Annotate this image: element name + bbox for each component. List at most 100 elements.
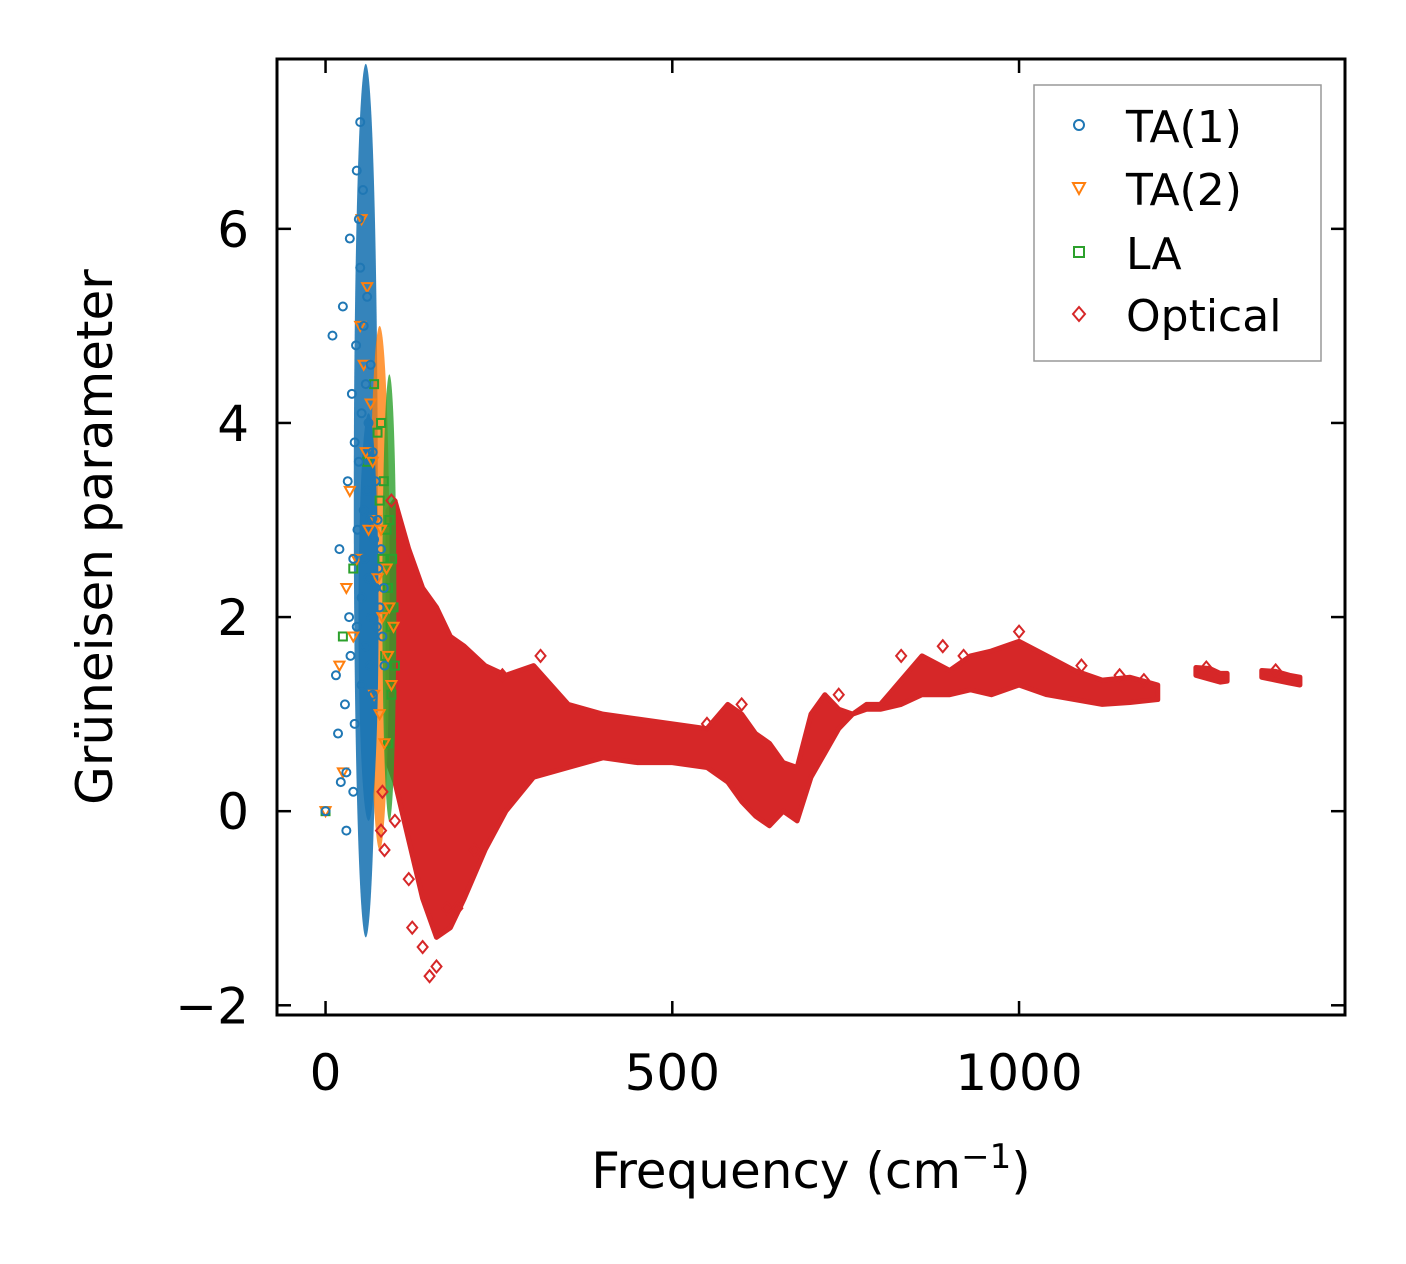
ta1-point <box>351 621 362 632</box>
optical-point <box>735 696 748 712</box>
ta1-point <box>341 767 352 778</box>
optical-point <box>957 648 970 664</box>
ta1-point <box>349 718 360 729</box>
x-tick-label: 1000 <box>955 1044 1082 1102</box>
optical-point <box>423 968 436 984</box>
ta1-point <box>351 340 362 351</box>
legend-entry: TA(1) <box>1073 102 1242 153</box>
legend-box <box>1033 84 1322 362</box>
ta1-point <box>335 777 346 788</box>
ta2-point <box>350 553 364 566</box>
y-tick-label: 4 <box>217 395 249 453</box>
optical-band <box>385 498 1161 940</box>
la-point <box>384 515 395 526</box>
optical-point <box>1012 624 1026 640</box>
optical-band-segment <box>1259 667 1303 688</box>
legend-entry: Optical <box>1071 291 1281 342</box>
optical-point <box>385 493 398 509</box>
ta1-point <box>372 515 383 526</box>
legend-label: TA(2) <box>1125 165 1242 216</box>
ta1-point <box>333 728 344 739</box>
optical-point <box>468 842 481 858</box>
ta1-point <box>353 456 364 467</box>
la-point <box>389 660 400 671</box>
ta2-point <box>366 456 380 469</box>
ta1-point <box>352 524 363 535</box>
data-markers <box>318 117 1282 984</box>
optical-point <box>1199 659 1213 676</box>
la-point <box>374 495 385 506</box>
ta1-point <box>379 660 390 671</box>
optical-point <box>405 920 419 936</box>
optical-point <box>832 687 846 703</box>
axes-frame <box>275 57 1347 1017</box>
ta2-point <box>361 524 376 537</box>
ta1-point <box>358 505 369 516</box>
ta2-point <box>384 680 399 693</box>
legend-marker <box>1071 305 1087 323</box>
la-point <box>387 553 398 564</box>
ta1-point <box>349 437 360 448</box>
ta1-point <box>378 582 389 593</box>
optical-point <box>374 823 388 839</box>
x-tick-label: 500 <box>625 1044 720 1102</box>
ta1-point <box>341 825 352 836</box>
y-tick-label: −2 <box>175 977 249 1035</box>
ta1-point <box>345 650 356 661</box>
ta2-point <box>339 582 354 596</box>
la-point <box>377 553 388 564</box>
la-point <box>337 631 348 642</box>
ta2-point <box>363 398 378 411</box>
ta1-point <box>363 417 374 428</box>
y-axis-label: Grüneisen parameter <box>66 269 124 805</box>
optical-point <box>440 900 454 916</box>
ta2-point <box>374 524 388 537</box>
y-tick-label: 2 <box>217 589 249 647</box>
ta1-point <box>367 689 378 700</box>
ta1-point <box>353 214 364 225</box>
legend-label: LA <box>1126 229 1182 280</box>
legend-entry: TA(2) <box>1071 165 1242 216</box>
optical-point <box>402 871 416 887</box>
ta1-point <box>337 301 348 312</box>
optical-point <box>534 648 547 664</box>
legend-marker <box>1073 246 1085 258</box>
ta1-point <box>362 485 373 496</box>
ta1-point <box>356 408 367 419</box>
la-point <box>348 563 359 574</box>
ta1-point <box>376 544 387 555</box>
optical-point <box>378 842 391 858</box>
ta1-point <box>358 320 369 331</box>
tick-labels: 0 500 1000 −2 0 2 4 6 <box>175 201 1082 1102</box>
ta1-point <box>371 621 382 632</box>
ta1-point <box>355 117 366 128</box>
ta2-point <box>377 738 392 751</box>
legend-entry: LA <box>1073 229 1182 280</box>
ta1-point <box>355 262 366 273</box>
optical-point <box>451 900 464 916</box>
ta1-point <box>377 631 388 642</box>
ta1-point <box>363 573 374 584</box>
optical-point <box>416 939 429 955</box>
ta1-point <box>362 291 373 302</box>
ta2-point <box>343 485 357 498</box>
ta2-point <box>375 612 390 625</box>
legend-label: Optical <box>1126 291 1281 342</box>
ta1-point <box>344 612 355 623</box>
la-point <box>382 582 393 593</box>
ta1-point <box>356 592 367 603</box>
ta1-point <box>374 602 385 613</box>
legend: TA(1) TA(2) LA Optical <box>1033 84 1322 362</box>
legend-marker <box>1073 119 1085 131</box>
y-tick-label: 0 <box>217 783 249 841</box>
ta1-point <box>334 544 345 555</box>
optical-point <box>1137 672 1151 688</box>
ta1-point <box>360 379 371 390</box>
ta2-point <box>370 573 385 586</box>
axis-ticks <box>277 59 1345 1015</box>
legend-marker <box>1071 182 1087 197</box>
ta1-point <box>357 185 368 196</box>
la-point <box>372 427 383 438</box>
x-axis-label: Frequency (cm−1) <box>591 1137 1031 1200</box>
